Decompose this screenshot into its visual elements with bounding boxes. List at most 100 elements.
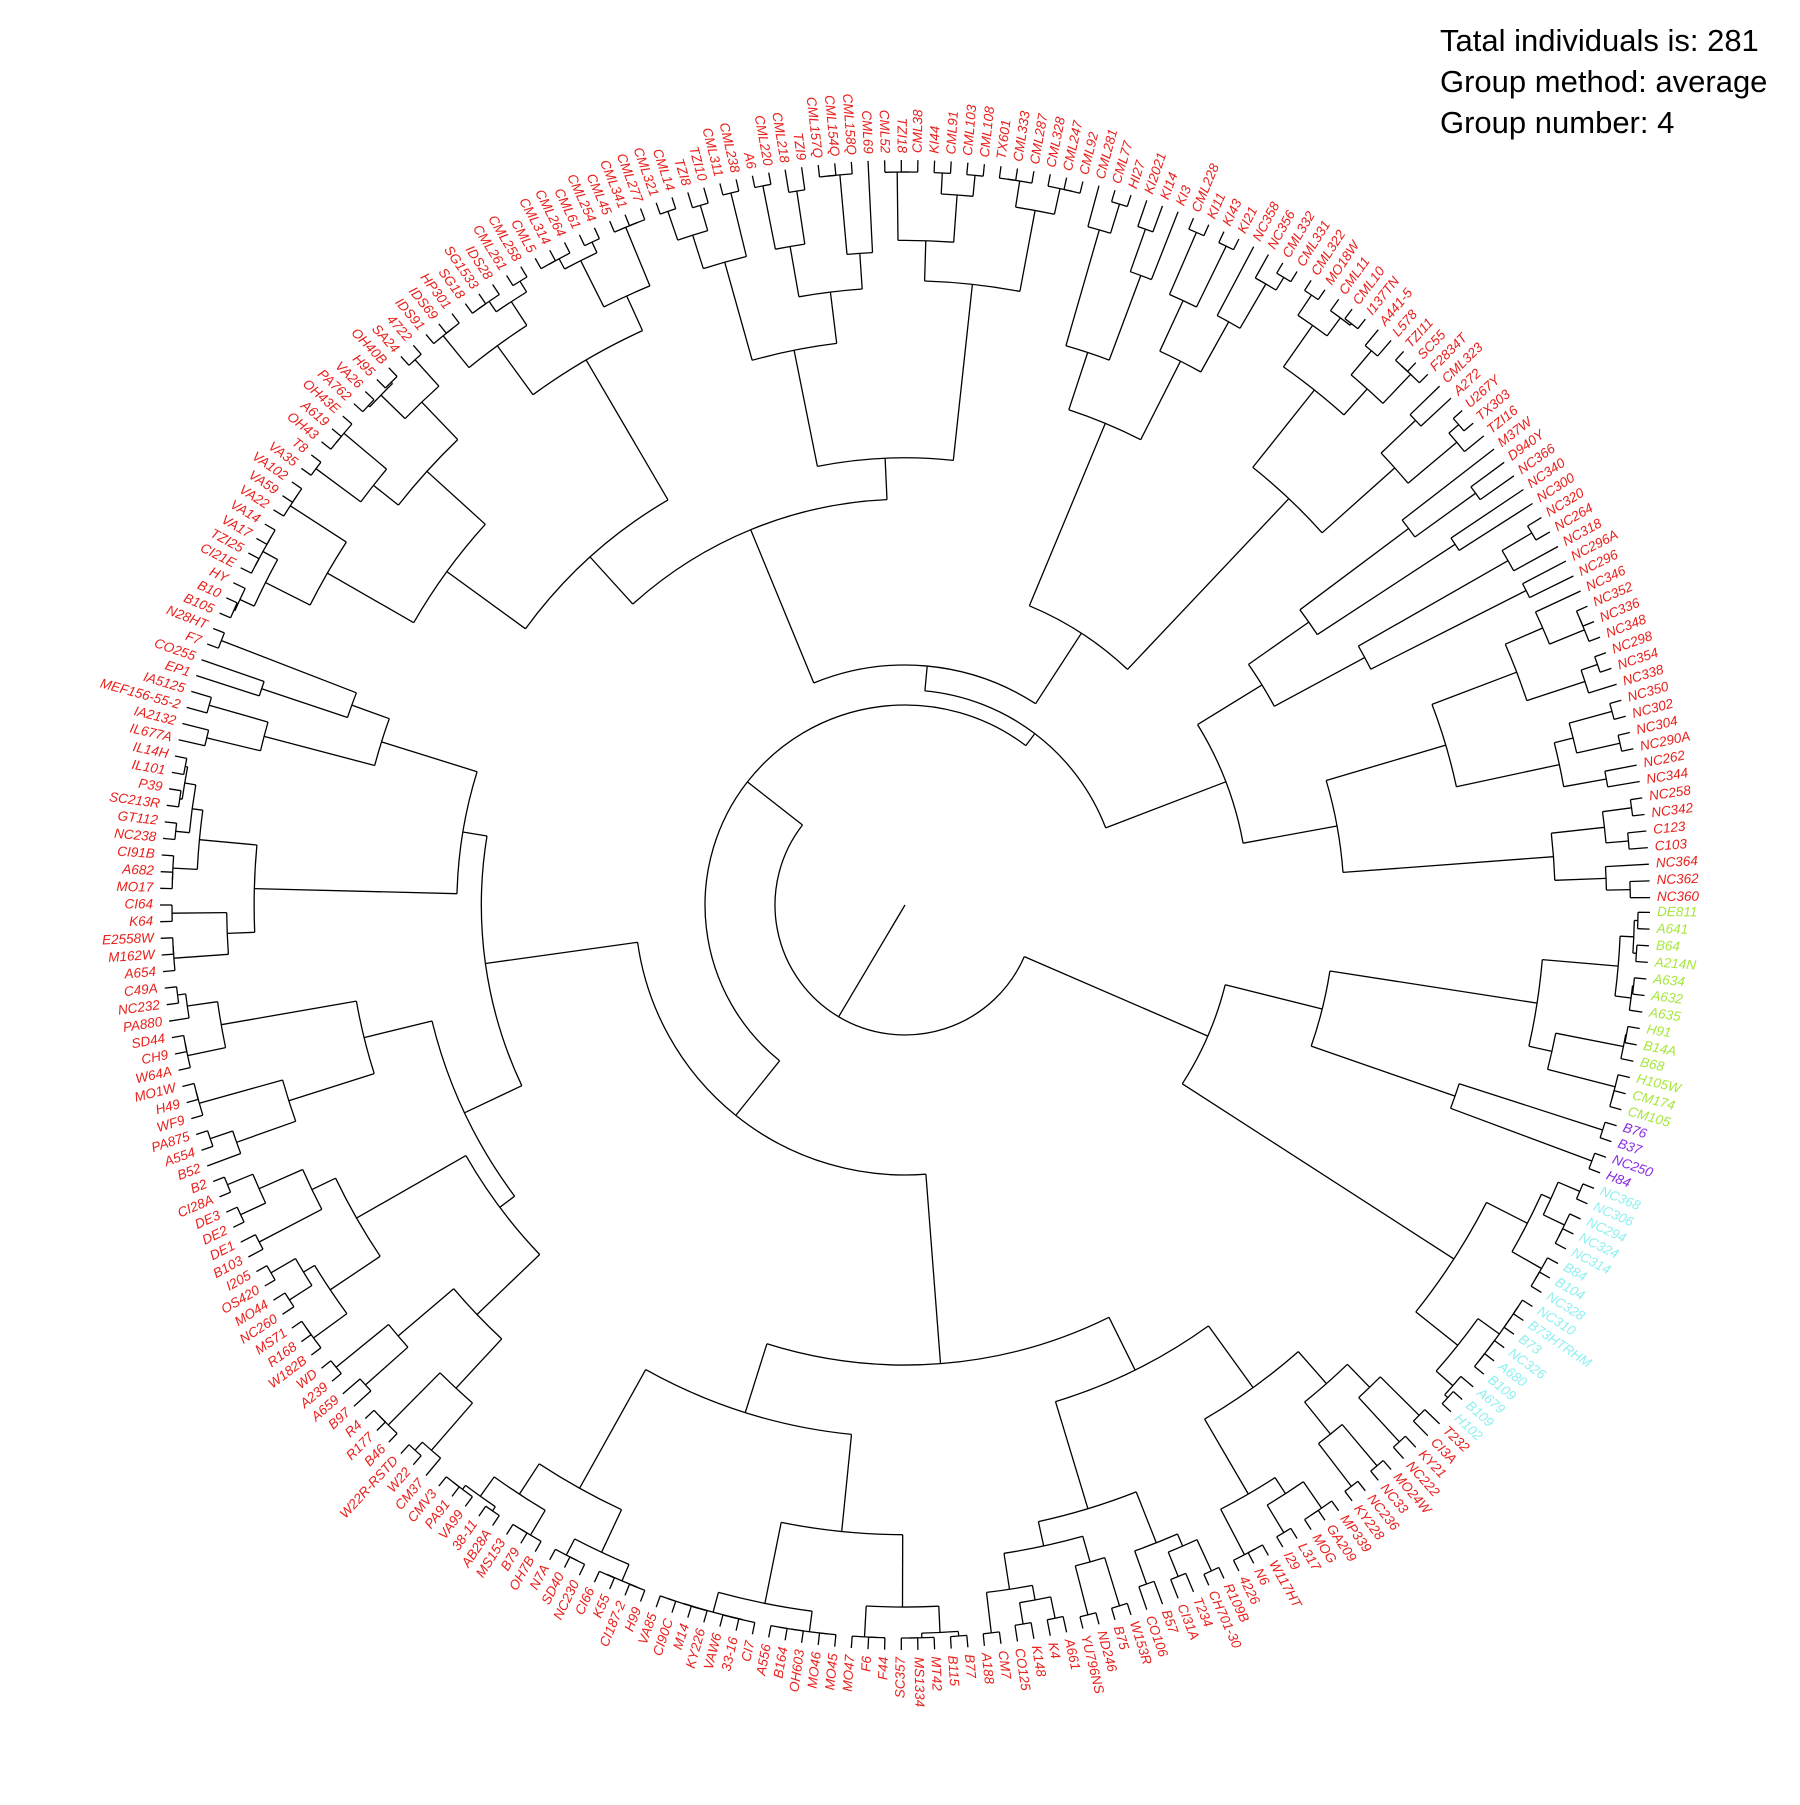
group-number-text: Group number: 4 (1440, 102, 1767, 143)
tree-branch (1615, 996, 1631, 998)
tree-branch (415, 1442, 422, 1450)
tree-branch (579, 1564, 584, 1575)
tree-branch (1234, 239, 1239, 250)
tree-branch (1396, 351, 1404, 360)
tree-branch (794, 350, 817, 466)
tree-branch (1505, 628, 1542, 644)
tree-branch (954, 195, 957, 242)
tree-branch (1318, 290, 1325, 300)
tree-branch (357, 1156, 466, 1219)
tree-branch (1610, 700, 1622, 703)
tree-branch (736, 1619, 739, 1631)
tree-branch (625, 215, 630, 226)
tree-branch (1249, 622, 1309, 664)
tree-branch (314, 1314, 347, 1338)
tree-branch (209, 705, 268, 722)
tip-label: MS1334 (912, 1657, 928, 1708)
tree-branch (725, 262, 753, 360)
tree-branch (747, 782, 802, 825)
tree-branch (1088, 186, 1099, 227)
tree-branch (897, 172, 898, 240)
tree-branch (452, 314, 459, 324)
tree-branch (1569, 711, 1612, 723)
tree-branch (1485, 1354, 1494, 1361)
tree-branch (1276, 277, 1284, 290)
tree-branch (389, 1434, 397, 1443)
tip-label: A682 (121, 862, 155, 878)
tree-branch (175, 1052, 187, 1054)
tree-branch (1263, 1545, 1269, 1556)
tip-label: NC364 (1655, 853, 1698, 870)
tree-branch (1024, 957, 1208, 1037)
tree-branch (343, 1379, 360, 1394)
tree-branch (751, 530, 814, 683)
tree-branch (202, 660, 265, 682)
tree-branch (1425, 1410, 1440, 1424)
tip-label: A654 (123, 964, 157, 982)
tree-branch (1056, 1402, 1088, 1509)
tip-label: K64 (129, 913, 153, 929)
tree-branch (178, 994, 186, 995)
tree-branch (289, 1286, 312, 1300)
tip-label: GT112 (117, 808, 159, 827)
tree-branch (1135, 1551, 1147, 1584)
tree-branch (221, 1001, 356, 1025)
tree-branch (1160, 301, 1183, 352)
tree-branch (1243, 826, 1337, 843)
tree-branch (1075, 1566, 1088, 1615)
tree-branch (672, 197, 676, 208)
tree-branch (627, 296, 643, 331)
tree-branch (868, 1637, 869, 1649)
tree-branch (983, 1634, 984, 1646)
tree-branch (254, 889, 457, 894)
tree-branch (1529, 1046, 1552, 1051)
tree-branch (465, 1497, 472, 1507)
tip-label: NC342 (1650, 800, 1694, 820)
tree-branch (1432, 672, 1517, 704)
tip-label: KI44 (926, 126, 942, 154)
tree-branch (241, 568, 252, 573)
tree-branch (1563, 1229, 1574, 1234)
tree-branch (1066, 230, 1099, 346)
tree-branch (289, 1074, 374, 1101)
tree-branch (426, 1458, 441, 1476)
tree-branch (1630, 798, 1642, 800)
tree-branch (1402, 449, 1494, 520)
tree-branch (1274, 658, 1364, 707)
tree-branch (688, 192, 693, 207)
tree-branch (398, 1289, 454, 1336)
tree-branch (332, 1374, 341, 1382)
tree-branch (1415, 493, 1476, 537)
tree-branch (1317, 544, 1455, 634)
tree-branch (165, 987, 177, 988)
tree-branch (809, 1611, 812, 1632)
tree-branch (1365, 330, 1378, 346)
tree-branch (422, 402, 458, 440)
tree-branch (1253, 390, 1315, 467)
tip-label: A632 (1650, 988, 1685, 1007)
tree-branch (1327, 318, 1340, 336)
tree-branch (951, 1637, 952, 1649)
tree-branch (1080, 1617, 1083, 1629)
tree-branch (463, 1485, 466, 1489)
tree-branch (765, 1522, 781, 1603)
tree-branch (1275, 1478, 1285, 1494)
tree-branch (227, 1174, 253, 1185)
tree-branch (763, 186, 776, 249)
tree-branch (1459, 1084, 1602, 1130)
tree-branch (1020, 1603, 1024, 1624)
tree-branch (704, 1611, 707, 1623)
tree-branch (1305, 280, 1312, 290)
tree-branch (1016, 181, 1020, 207)
tree-branch (1298, 1352, 1326, 1384)
tree-branch (999, 166, 1001, 178)
tree-branch (1343, 857, 1554, 873)
tip-label: F44 (875, 1656, 891, 1680)
tree-branch (354, 404, 363, 412)
tree-branch (283, 1307, 294, 1315)
tree-branch (165, 822, 177, 823)
tree-branch (1633, 815, 1645, 816)
tree-branch (1495, 1341, 1505, 1348)
tree-branch (1096, 1613, 1099, 1625)
tree-branch (1344, 389, 1367, 415)
